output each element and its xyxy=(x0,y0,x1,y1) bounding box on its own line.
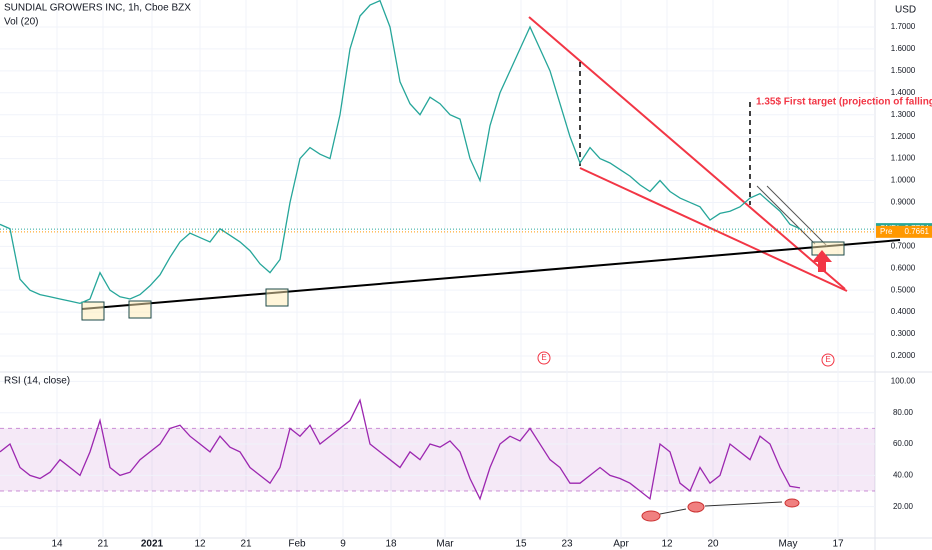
drawings xyxy=(81,16,901,522)
y-tick-label: 80.00 xyxy=(893,408,914,417)
earnings-marker xyxy=(537,351,551,365)
divergence-marker xyxy=(687,501,705,513)
annotation: 1.35$ First target (projection of fallin… xyxy=(756,97,932,108)
y-tick-label: 20.00 xyxy=(893,502,914,511)
y-tick-label: 0.4000 xyxy=(891,307,916,316)
x-tick-label: 15 xyxy=(515,539,527,550)
up-arrow xyxy=(812,250,832,272)
rsi-band xyxy=(0,428,875,492)
y-tick-label: 1.5000 xyxy=(891,66,916,75)
y-tick-label: 0.5000 xyxy=(891,285,916,294)
y-tick-label: 0.6000 xyxy=(891,263,916,272)
x-tick-label: 2021 xyxy=(141,539,164,550)
rsi-title: RSI (14, close) xyxy=(4,376,70,387)
x-tick-label: 23 xyxy=(561,539,573,550)
y-tick-label: 0.9000 xyxy=(891,198,916,207)
x-tick-label: May xyxy=(779,539,798,550)
y-tick-label: 1.0000 xyxy=(891,176,916,185)
y-tick-label: 0.7000 xyxy=(891,241,916,250)
x-tick-label: Mar xyxy=(436,539,454,550)
highlight-box xyxy=(128,300,152,319)
price-badge xyxy=(876,225,932,238)
x-tick-label: Apr xyxy=(613,539,629,550)
support-line xyxy=(81,239,901,310)
divergence-marker xyxy=(784,498,800,508)
price-value: 0.7661 xyxy=(905,227,930,236)
x-tick-label: 20 xyxy=(707,539,719,550)
volume-label: Vol (20) xyxy=(4,17,38,28)
y-tick-label: 0.3000 xyxy=(891,329,916,338)
divergence-marker xyxy=(641,510,661,522)
x-tick-label: 17 xyxy=(832,539,844,550)
y-tick-label: 1.4000 xyxy=(891,88,916,97)
x-tick-label: Feb xyxy=(288,539,306,550)
y-tick-label: 60.00 xyxy=(893,439,914,448)
highlight-box xyxy=(81,301,105,321)
earnings-label: E xyxy=(541,353,546,362)
series-line xyxy=(0,0,801,305)
earnings-marker xyxy=(821,353,835,367)
y-tick-label: 1.1000 xyxy=(891,154,916,163)
y-tick-label: 1.3000 xyxy=(891,110,916,119)
y-tick-label: 100.00 xyxy=(891,377,916,386)
trendline xyxy=(528,16,846,290)
divergence-arrow xyxy=(704,501,783,507)
x-tick-label: 14 xyxy=(51,539,63,550)
highlight-box xyxy=(811,241,845,256)
x-tick-label: 21 xyxy=(240,539,252,550)
trendline xyxy=(579,167,848,292)
chart-title: SUNDIAL GROWERS INC, 1h, Cboe BZX xyxy=(4,3,191,14)
y-tick-label: 1.2000 xyxy=(891,132,916,141)
x-tick-label: 12 xyxy=(194,539,206,550)
channel-line xyxy=(766,185,828,247)
earnings-label: E xyxy=(825,355,830,364)
price-symbol: Pre xyxy=(880,227,893,236)
y-tick-label: 1.7000 xyxy=(891,22,916,31)
y-tick-label: 40.00 xyxy=(893,470,914,479)
currency-label: USD xyxy=(895,5,916,16)
x-tick-label: 12 xyxy=(661,539,673,550)
y-tick-label: 1.6000 xyxy=(891,44,916,53)
x-tick-label: 18 xyxy=(385,539,397,550)
series-line xyxy=(0,398,801,501)
highlight-box xyxy=(265,288,289,307)
divergence-arrow xyxy=(659,508,687,515)
y-tick-label: 0.2000 xyxy=(891,351,916,360)
channel-line xyxy=(756,185,816,245)
x-tick-label: 21 xyxy=(97,539,109,550)
x-tick-label: 9 xyxy=(340,539,346,550)
